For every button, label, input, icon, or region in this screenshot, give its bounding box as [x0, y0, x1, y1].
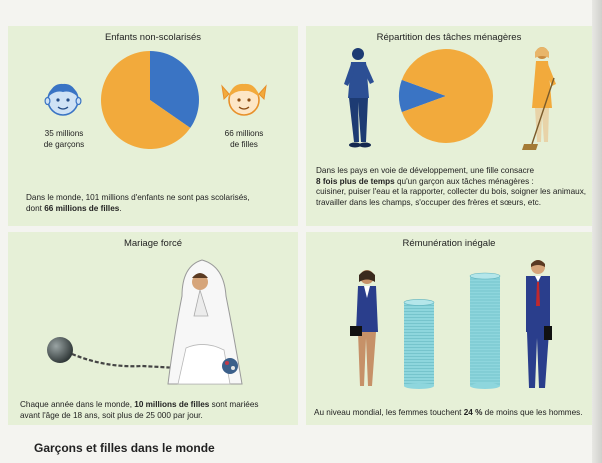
chores-description: Dans les pays en voie de développement, … — [316, 166, 587, 207]
panel-title: Répartition des tâches ménagères — [376, 32, 522, 43]
girls-count: 66 millions de filles — [224, 129, 264, 149]
panel-title: Rémunération inégale — [402, 238, 496, 249]
pie-slice-filles — [100, 51, 191, 149]
panel-marriage: Mariage forcé Chaque année dans — [8, 232, 298, 425]
bride-figure-icon — [167, 259, 243, 385]
girl-face-icon — [221, 83, 267, 116]
panel-title: Mariage forcé — [123, 238, 183, 249]
children-description: Dans le monde, 101 millions d'enfants ne… — [26, 193, 250, 213]
panel-chores: Répartition des tâches ménagères Dans le… — [306, 26, 592, 226]
pie-slice-fille — [401, 48, 493, 143]
coin-stack-femmes — [403, 299, 435, 389]
businesswoman-figure-icon — [350, 270, 378, 386]
panel-pay: Rémunération inégale Au niveau mondial, … — [306, 232, 592, 425]
pie-slice-garçons — [150, 51, 199, 128]
boy-figure-icon — [344, 48, 374, 148]
figure-caption: Garçons et filles dans le monde — [34, 441, 215, 455]
marriage-description: Chaque année dans le monde, 10 millions … — [20, 400, 259, 420]
ball-and-chain-icon — [47, 337, 179, 370]
chores-pie-chart — [399, 48, 493, 143]
girl-broom-figure-icon — [522, 47, 556, 150]
children-pie-chart — [100, 51, 199, 149]
panel-title: Enfants non-scolarisés — [104, 32, 202, 43]
panel-children: Enfants non-scolarisés 35 millions de ga… — [8, 26, 298, 226]
boys-count: 35 millions de garçons — [43, 129, 85, 149]
pay-description: Au niveau mondial, les femmes touchent 2… — [314, 408, 583, 417]
coin-stack-hommes — [469, 272, 501, 389]
pay-bar-chart — [403, 272, 501, 389]
pie-slice-garçon — [399, 79, 446, 113]
page-edge-shadow — [592, 0, 602, 463]
boy-face-icon — [44, 83, 82, 116]
businessman-figure-icon — [526, 260, 552, 388]
